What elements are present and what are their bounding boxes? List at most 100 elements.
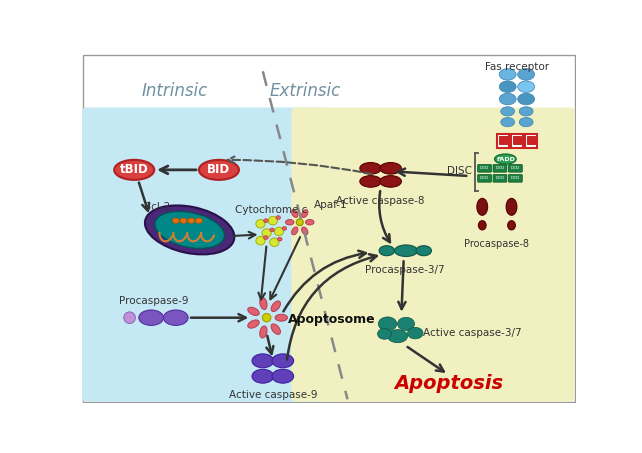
Text: Bcl-2: Bcl-2 xyxy=(144,202,170,212)
Ellipse shape xyxy=(199,160,239,180)
Ellipse shape xyxy=(114,160,154,180)
Text: DED: DED xyxy=(496,166,505,170)
Ellipse shape xyxy=(271,301,281,312)
Bar xyxy=(525,134,537,148)
Bar xyxy=(497,134,509,148)
FancyBboxPatch shape xyxy=(508,164,523,172)
Ellipse shape xyxy=(139,310,164,325)
Text: FADD: FADD xyxy=(496,157,515,162)
Ellipse shape xyxy=(263,313,271,322)
Text: Procaspase-3/7: Procaspase-3/7 xyxy=(365,265,445,275)
Ellipse shape xyxy=(517,93,535,105)
Ellipse shape xyxy=(155,212,225,248)
Ellipse shape xyxy=(302,227,308,235)
Ellipse shape xyxy=(408,328,423,339)
Ellipse shape xyxy=(256,220,265,228)
Text: DED: DED xyxy=(511,176,520,180)
Text: DED: DED xyxy=(496,176,505,180)
Ellipse shape xyxy=(274,227,284,236)
Text: Fas receptor: Fas receptor xyxy=(485,62,549,72)
FancyBboxPatch shape xyxy=(82,107,326,402)
Ellipse shape xyxy=(478,221,486,230)
Ellipse shape xyxy=(252,369,273,383)
Ellipse shape xyxy=(252,354,273,368)
Ellipse shape xyxy=(360,163,381,174)
Ellipse shape xyxy=(260,297,267,309)
Ellipse shape xyxy=(501,107,515,116)
Ellipse shape xyxy=(291,210,298,217)
Text: Apoptosis: Apoptosis xyxy=(394,375,503,393)
Ellipse shape xyxy=(271,324,281,334)
Ellipse shape xyxy=(180,218,187,223)
Text: DED: DED xyxy=(480,176,489,180)
Ellipse shape xyxy=(145,205,234,255)
Ellipse shape xyxy=(380,163,401,174)
FancyBboxPatch shape xyxy=(478,164,492,172)
Ellipse shape xyxy=(499,68,516,80)
Text: Procaspase-8: Procaspase-8 xyxy=(464,239,530,249)
Ellipse shape xyxy=(506,198,517,215)
Ellipse shape xyxy=(164,310,188,325)
Ellipse shape xyxy=(388,330,408,343)
Bar xyxy=(513,136,521,144)
Ellipse shape xyxy=(517,68,535,80)
Text: DED: DED xyxy=(480,166,489,170)
Ellipse shape xyxy=(268,217,277,225)
Text: Extrinsic: Extrinsic xyxy=(270,82,341,100)
Text: DISC: DISC xyxy=(447,166,473,176)
Ellipse shape xyxy=(248,320,259,328)
Ellipse shape xyxy=(272,369,293,383)
Ellipse shape xyxy=(270,228,274,232)
Ellipse shape xyxy=(272,354,293,368)
Ellipse shape xyxy=(286,220,294,225)
Ellipse shape xyxy=(508,221,516,230)
Text: Active caspase-3/7: Active caspase-3/7 xyxy=(423,328,521,338)
Ellipse shape xyxy=(377,328,392,339)
Ellipse shape xyxy=(256,236,265,245)
Ellipse shape xyxy=(380,176,401,187)
Ellipse shape xyxy=(260,326,267,338)
Ellipse shape xyxy=(297,219,303,226)
FancyBboxPatch shape xyxy=(508,174,523,182)
Ellipse shape xyxy=(416,246,431,255)
Ellipse shape xyxy=(172,218,179,223)
Ellipse shape xyxy=(187,218,195,223)
Text: Cytochrome c: Cytochrome c xyxy=(235,205,308,215)
Ellipse shape xyxy=(248,307,259,315)
Ellipse shape xyxy=(494,154,516,164)
Ellipse shape xyxy=(499,93,516,105)
Ellipse shape xyxy=(378,317,397,331)
Ellipse shape xyxy=(499,81,516,92)
Ellipse shape xyxy=(277,237,282,241)
Ellipse shape xyxy=(394,245,417,256)
Text: Apaf-1: Apaf-1 xyxy=(314,200,347,210)
Ellipse shape xyxy=(276,216,281,220)
Bar xyxy=(499,136,507,144)
Ellipse shape xyxy=(360,176,381,187)
Ellipse shape xyxy=(264,236,268,240)
Ellipse shape xyxy=(501,117,515,127)
Text: Apoptosome: Apoptosome xyxy=(288,313,376,326)
Ellipse shape xyxy=(379,246,394,255)
Text: Active caspase-9: Active caspase-9 xyxy=(229,390,317,400)
Ellipse shape xyxy=(270,238,279,246)
FancyBboxPatch shape xyxy=(291,107,575,402)
Ellipse shape xyxy=(302,210,308,217)
Bar xyxy=(511,134,523,148)
Ellipse shape xyxy=(306,220,314,225)
Ellipse shape xyxy=(517,81,535,92)
Ellipse shape xyxy=(124,312,135,323)
Ellipse shape xyxy=(477,198,488,215)
FancyBboxPatch shape xyxy=(478,174,492,182)
Ellipse shape xyxy=(282,226,287,230)
Text: Procaspase-9: Procaspase-9 xyxy=(119,296,189,306)
Ellipse shape xyxy=(519,117,533,127)
Text: DED: DED xyxy=(511,166,520,170)
Ellipse shape xyxy=(291,227,298,235)
Text: Intrinsic: Intrinsic xyxy=(141,82,207,100)
Ellipse shape xyxy=(195,218,202,223)
FancyBboxPatch shape xyxy=(493,164,507,172)
FancyBboxPatch shape xyxy=(493,174,507,182)
Ellipse shape xyxy=(397,317,415,330)
Ellipse shape xyxy=(519,107,533,116)
